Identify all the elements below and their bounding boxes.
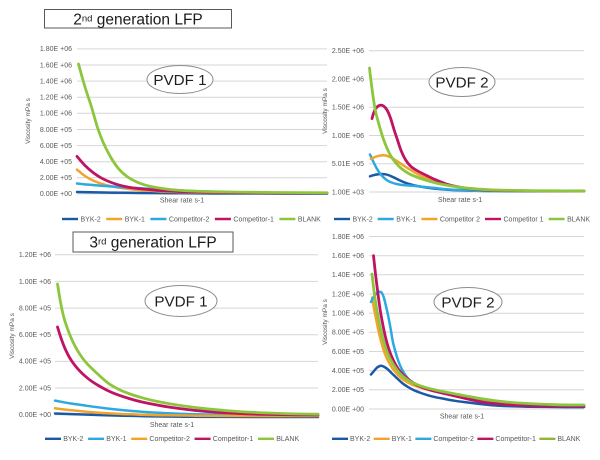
svg-text:1.00E +06: 1.00E +06 — [332, 311, 364, 318]
svg-text:PVDF 2: PVDF 2 — [441, 294, 494, 311]
svg-text:4.00E +05: 4.00E +05 — [19, 359, 51, 366]
svg-text:8.00E +05: 8.00E +05 — [332, 330, 364, 337]
svg-text:0.00E +00: 0.00E +00 — [332, 406, 364, 413]
svg-text:BYK-2: BYK-2 — [81, 216, 101, 223]
svg-text:Viscosity mPa s: Viscosity mPa s — [9, 312, 16, 359]
svg-text:2.00E +05: 2.00E +05 — [332, 387, 364, 394]
svg-text:1.20E +06: 1.20E +06 — [40, 95, 72, 102]
svg-text:1.40E +06: 1.40E +06 — [332, 272, 364, 279]
svg-text:6.00E +05: 6.00E +05 — [19, 332, 51, 339]
svg-text:1.80E +06: 1.80E +06 — [40, 46, 72, 53]
svg-text:BYK-1: BYK-1 — [125, 216, 145, 223]
svg-text:Competitor-1: Competitor-1 — [213, 436, 254, 443]
svg-text:1.40E +06: 1.40E +06 — [40, 78, 72, 85]
svg-text:0.00E +00: 0.00E +00 — [19, 412, 51, 419]
svg-text:Competitor 1: Competitor 1 — [504, 216, 544, 223]
svg-text:2.00E +06: 2.00E +06 — [332, 76, 364, 83]
svg-text:Shear rate s-1: Shear rate s-1 — [150, 422, 194, 429]
svg-text:Viscosity mPa s: Viscosity mPa s — [322, 298, 329, 345]
svg-text:PVDF 1: PVDF 1 — [154, 293, 207, 310]
svg-text:2.00E +05: 2.00E +05 — [19, 385, 51, 392]
svg-text:Competitor-1: Competitor-1 — [233, 216, 274, 223]
svg-text:BYK-1: BYK-1 — [106, 436, 126, 443]
svg-text:1.20E +06: 1.20E +06 — [332, 291, 364, 298]
svg-text:1.20E +06: 1.20E +06 — [19, 252, 51, 259]
svg-text:Shear rate s-1: Shear rate s-1 — [440, 414, 484, 421]
svg-text:5.01E +05: 5.01E +05 — [332, 161, 364, 168]
svg-text:BLANK: BLANK — [557, 436, 580, 443]
svg-text:6.00E +05: 6.00E +05 — [332, 349, 364, 356]
svg-text:BLANK: BLANK — [276, 436, 299, 443]
svg-text:2.50E +06: 2.50E +06 — [332, 48, 364, 55]
svg-text:4.00E +05: 4.00E +05 — [332, 368, 364, 375]
svg-text:6.00E +05: 6.00E +05 — [40, 143, 72, 150]
svg-text:PVDF 2: PVDF 2 — [435, 74, 488, 91]
svg-text:0.00E +00: 0.00E +00 — [40, 191, 72, 198]
svg-text:8.00E +05: 8.00E +05 — [40, 127, 72, 134]
svg-text:1.00E +06: 1.00E +06 — [40, 111, 72, 118]
svg-text:8.00E +05: 8.00E +05 — [19, 305, 51, 312]
svg-text:1.60E +06: 1.60E +06 — [40, 62, 72, 69]
svg-text:BYK-2: BYK-2 — [350, 436, 370, 443]
svg-text:2.00E +05: 2.00E +05 — [40, 175, 72, 182]
svg-text:BYK-2: BYK-2 — [353, 216, 373, 223]
svg-text:1.00E +06: 1.00E +06 — [332, 133, 364, 140]
svg-text:Competitor 2: Competitor 2 — [440, 216, 480, 223]
svg-text:BLANK: BLANK — [298, 216, 321, 223]
svg-text:Competitor-2: Competitor-2 — [433, 436, 474, 443]
svg-text:2nd generation LFP: 2nd generation LFP — [73, 11, 203, 28]
svg-text:1.60E +06: 1.60E +06 — [332, 253, 364, 260]
svg-text:BYK-2: BYK-2 — [63, 436, 83, 443]
svg-text:PVDF 1: PVDF 1 — [153, 72, 206, 89]
svg-text:Shear rate s-1: Shear rate s-1 — [438, 197, 482, 204]
svg-text:BYK-1: BYK-1 — [396, 216, 416, 223]
svg-text:BLANK: BLANK — [567, 216, 590, 223]
svg-text:1.80E +06: 1.80E +06 — [332, 234, 364, 241]
svg-text:Shear rate s-1: Shear rate s-1 — [160, 198, 204, 205]
svg-text:Viscosity mPa s: Viscosity mPa s — [25, 97, 32, 144]
svg-text:BYK-1: BYK-1 — [392, 436, 412, 443]
svg-text:1.00E +03: 1.00E +03 — [332, 189, 364, 196]
svg-text:1.00E +06: 1.00E +06 — [19, 279, 51, 286]
svg-text:Competitor-2: Competitor-2 — [169, 216, 210, 223]
svg-text:4.00E +05: 4.00E +05 — [40, 159, 72, 166]
svg-text:1.50E +06: 1.50E +06 — [332, 105, 364, 112]
svg-text:3rd generation LFP: 3rd generation LFP — [89, 235, 216, 252]
svg-text:Competitor-2: Competitor-2 — [149, 436, 190, 443]
svg-text:Competitor-1: Competitor-1 — [495, 436, 536, 443]
svg-text:Viscosity mPa s: Viscosity mPa s — [322, 87, 329, 134]
